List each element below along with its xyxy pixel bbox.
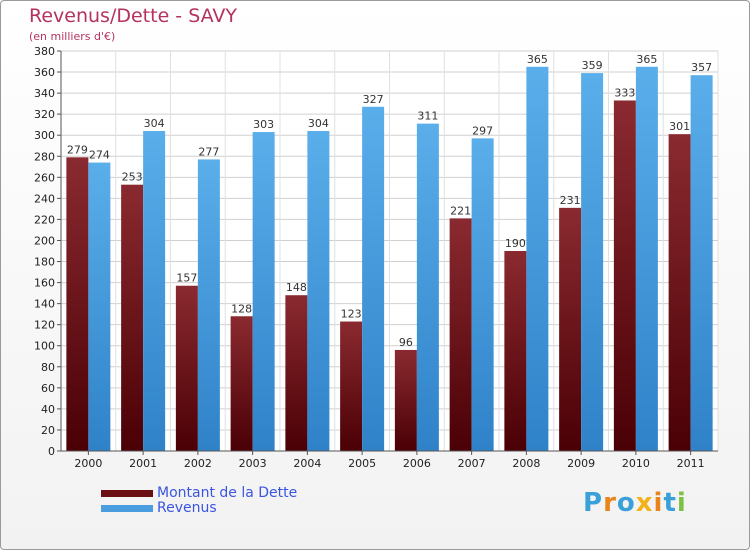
value-label-dette: 190 — [505, 237, 526, 250]
bar-dette — [121, 184, 144, 451]
value-label-dette: 96 — [399, 336, 413, 349]
logo-letter: o — [616, 488, 636, 518]
y-tick-label: 340 — [34, 87, 55, 100]
logo-letter: r — [603, 488, 617, 518]
bar-dette — [230, 316, 253, 451]
value-label-revenus: 365 — [636, 53, 657, 66]
x-tick-label: 2000 — [74, 457, 102, 470]
x-tick-label: 2001 — [129, 457, 157, 470]
value-label-dette: 301 — [669, 120, 690, 133]
value-label-dette: 333 — [614, 86, 635, 99]
value-label-revenus: 304 — [144, 117, 165, 130]
value-label-revenus: 304 — [308, 117, 329, 130]
x-tick-label: 2009 — [567, 457, 595, 470]
bar-dette — [613, 100, 636, 451]
y-tick-label: 220 — [34, 213, 55, 226]
x-tick-label: 2003 — [239, 457, 267, 470]
value-label-revenus: 311 — [417, 110, 438, 123]
logo-letter: x — [635, 488, 654, 518]
y-tick-label: 360 — [34, 66, 55, 79]
chart-title: Revenus/Dette - SAVY — [29, 5, 237, 27]
value-label-revenus: 359 — [582, 59, 603, 72]
bar-revenus — [197, 159, 220, 451]
value-label-dette: 123 — [341, 308, 362, 321]
x-tick-label: 2010 — [622, 457, 650, 470]
value-label-dette: 253 — [122, 171, 143, 184]
y-tick-label: 60 — [41, 382, 55, 395]
x-tick-label: 2007 — [458, 457, 486, 470]
bar-revenus — [581, 73, 604, 452]
value-label-revenus: 303 — [253, 118, 274, 131]
y-tick-label: 160 — [34, 277, 55, 290]
value-label-dette: 279 — [67, 143, 88, 156]
bar-dette — [175, 285, 198, 451]
x-tick-label: 2002 — [184, 457, 212, 470]
bar-revenus — [526, 66, 549, 451]
y-tick-label: 120 — [34, 319, 55, 332]
value-label-dette: 221 — [450, 204, 471, 217]
value-label-dette: 157 — [176, 272, 197, 285]
x-tick-label: 2008 — [512, 457, 540, 470]
value-label-revenus: 277 — [198, 145, 219, 158]
y-tick-label: 80 — [41, 361, 55, 374]
x-tick-label: 2005 — [348, 457, 376, 470]
legend-swatch-dette — [101, 490, 153, 497]
logo-letter: i — [676, 488, 687, 518]
bar-dette — [668, 134, 691, 451]
bar-dette — [559, 207, 582, 451]
legend-label-dette: Montant de la Dette — [157, 485, 298, 501]
bar-dette — [285, 295, 308, 451]
bar-revenus — [362, 106, 385, 451]
value-label-dette: 231 — [560, 194, 581, 207]
y-tick-label: 260 — [34, 171, 55, 184]
y-tick-label: 40 — [41, 403, 55, 416]
value-label-revenus: 327 — [363, 93, 384, 106]
x-tick-label: 2006 — [403, 457, 431, 470]
value-label-revenus: 297 — [472, 124, 493, 137]
bar-revenus — [252, 132, 275, 452]
legend-swatch-revenus — [101, 505, 153, 512]
y-tick-label: 180 — [34, 256, 55, 269]
x-tick-label: 2004 — [293, 457, 321, 470]
bar-revenus — [88, 162, 111, 451]
logo-letter: i — [653, 488, 664, 518]
y-tick-label: 380 — [34, 45, 55, 58]
y-tick-label: 200 — [34, 234, 55, 247]
bar-dette — [449, 218, 472, 451]
y-tick-label: 280 — [34, 150, 55, 163]
y-tick-label: 320 — [34, 108, 55, 121]
y-tick-label: 300 — [34, 129, 55, 142]
bar-dette — [504, 251, 527, 451]
bar-revenus — [143, 131, 166, 451]
value-label-revenus: 274 — [89, 149, 110, 162]
value-label-dette: 128 — [231, 302, 252, 315]
y-tick-label: 0 — [48, 445, 55, 458]
y-tick-label: 100 — [34, 340, 55, 353]
bar-dette — [394, 349, 417, 451]
value-label-revenus: 357 — [691, 61, 712, 74]
logo-letter: P — [583, 488, 604, 518]
bar-revenus — [416, 123, 439, 451]
y-tick-label: 140 — [34, 298, 55, 311]
x-tick-label: 2011 — [677, 457, 705, 470]
chart-subtitle: (en milliers d'€) — [29, 30, 116, 43]
y-tick-label: 20 — [41, 424, 55, 437]
proxiti-logo: Proxiti — [583, 488, 687, 518]
legend-label-revenus: Revenus — [157, 500, 217, 516]
value-label-dette: 148 — [286, 281, 307, 294]
value-label-revenus: 365 — [527, 53, 548, 66]
bar-revenus — [471, 138, 494, 452]
bar-dette — [66, 157, 89, 451]
bar-revenus — [690, 75, 713, 452]
logo-letter: t — [663, 488, 677, 518]
y-tick-label: 240 — [34, 192, 55, 205]
bar-revenus — [635, 66, 658, 451]
bar-dette — [340, 321, 363, 451]
bar-revenus — [307, 131, 330, 451]
